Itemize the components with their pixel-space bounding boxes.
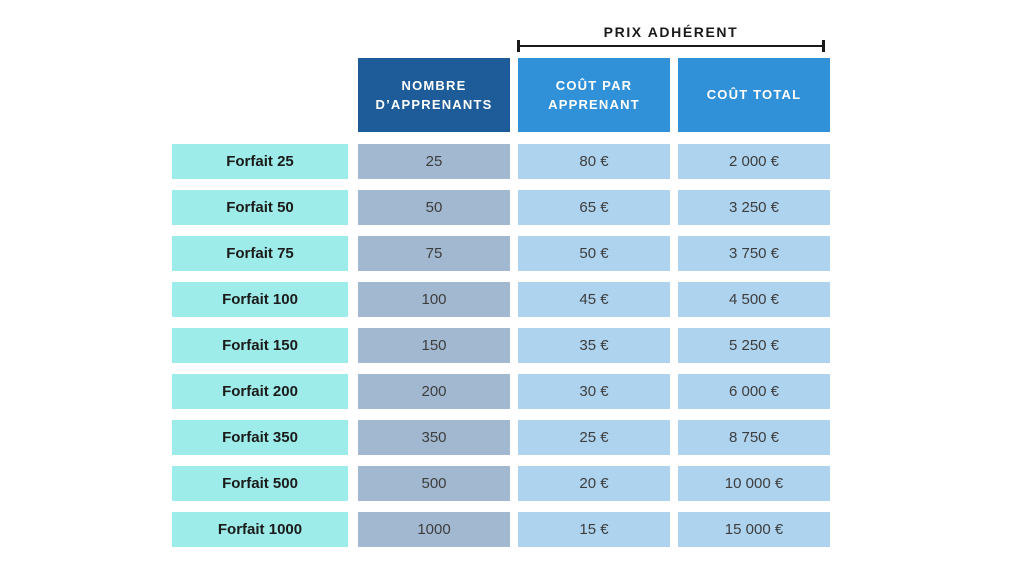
cost-per-cell: 35 € (518, 328, 670, 363)
total-cell: 3 750 € (678, 236, 830, 271)
bracket-line (517, 40, 825, 52)
learners-cell: 150 (358, 328, 510, 363)
total-cell: 2 000 € (678, 144, 830, 179)
forfait-label: Forfait 350 (172, 420, 348, 455)
cost-per-cell: 15 € (518, 512, 670, 547)
header-learners: NOMBRE D’APPRENANTS (358, 58, 510, 132)
learners-cell: 500 (358, 466, 510, 501)
cost-per-cell: 65 € (518, 190, 670, 225)
total-cell: 10 000 € (678, 466, 830, 501)
header-cost-per-learner: COÛT PAR APPRENANT (518, 58, 670, 132)
forfait-label: Forfait 1000 (172, 512, 348, 547)
learners-cell: 1000 (358, 512, 510, 547)
total-cell: 6 000 € (678, 374, 830, 409)
learners-cell: 50 (358, 190, 510, 225)
learners-cell: 350 (358, 420, 510, 455)
header-total-cost: COÛT TOTAL (678, 58, 830, 132)
cost-per-cell: 30 € (518, 374, 670, 409)
total-cell: 15 000 € (678, 512, 830, 547)
cost-per-cell: 45 € (518, 282, 670, 317)
bracket-tick-right (822, 40, 825, 52)
forfait-label: Forfait 150 (172, 328, 348, 363)
learners-cell: 100 (358, 282, 510, 317)
cost-per-cell: 50 € (518, 236, 670, 271)
cost-per-cell: 20 € (518, 466, 670, 501)
learners-cell: 75 (358, 236, 510, 271)
forfait-label: Forfait 500 (172, 466, 348, 501)
bracket-tick-left (517, 40, 520, 52)
total-cell: 8 750 € (678, 420, 830, 455)
forfait-label: Forfait 75 (172, 236, 348, 271)
forfait-label: Forfait 100 (172, 282, 348, 317)
cost-per-cell: 25 € (518, 420, 670, 455)
forfait-label: Forfait 200 (172, 374, 348, 409)
learners-cell: 200 (358, 374, 510, 409)
bracket-label: PRIX ADHÉRENT (603, 24, 739, 40)
learners-cell: 25 (358, 144, 510, 179)
total-cell: 5 250 € (678, 328, 830, 363)
cost-per-cell: 80 € (518, 144, 670, 179)
total-cell: 4 500 € (678, 282, 830, 317)
total-cell: 3 250 € (678, 190, 830, 225)
forfait-label: Forfait 50 (172, 190, 348, 225)
forfait-label: Forfait 25 (172, 144, 348, 179)
